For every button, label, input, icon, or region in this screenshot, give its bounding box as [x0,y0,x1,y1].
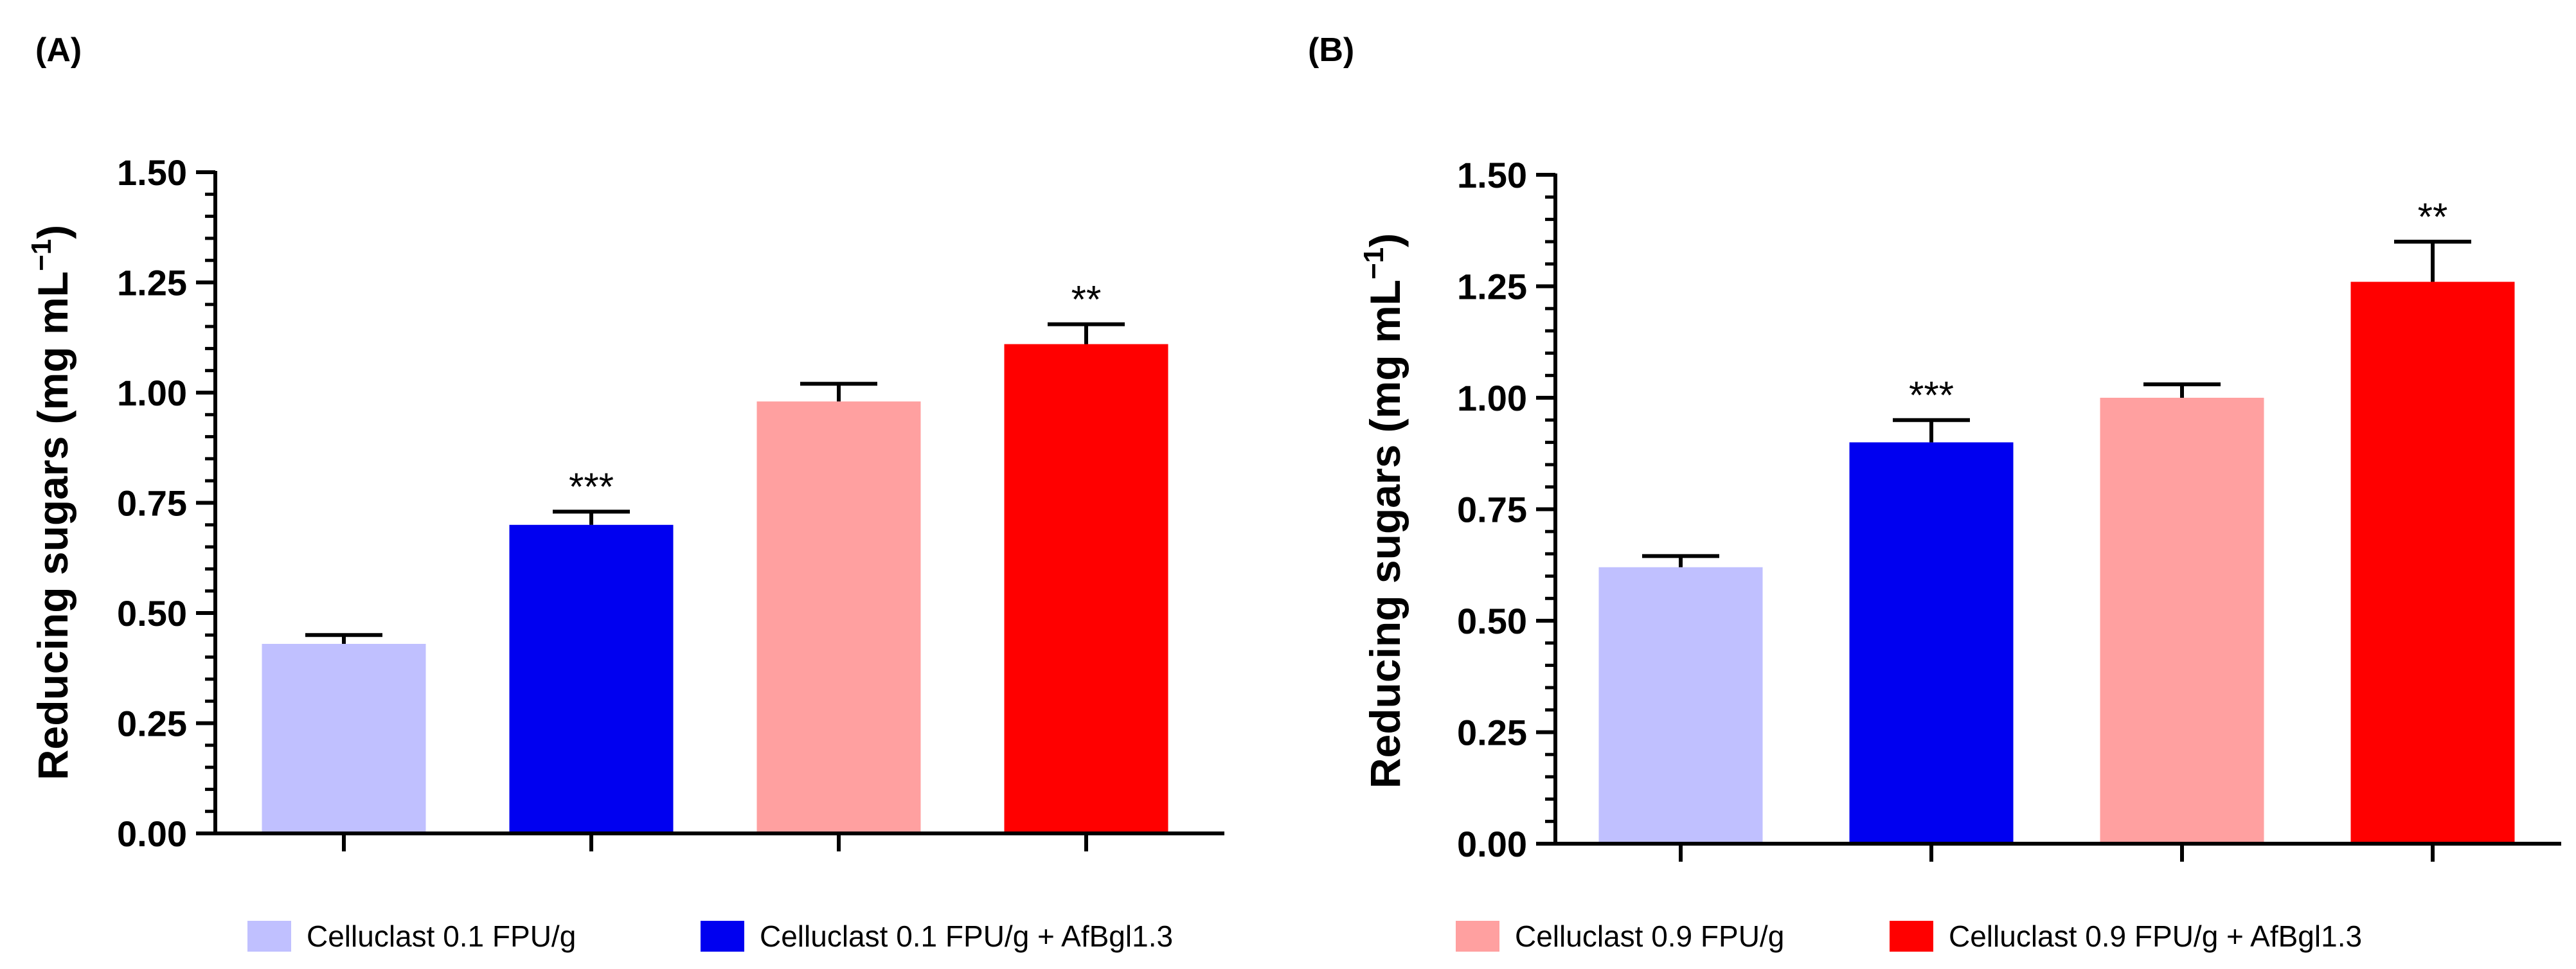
y-axis-title-superscript: −1 [1358,247,1390,280]
significance-label: ** [1071,278,1102,321]
y-axis-title: Reducing sugars (mg mL−1) [1358,233,1409,788]
panel-a: (A) Reducing sugars (mg mL−1) 0.00 0.25 0.50… [26,31,1224,854]
bar [2100,398,2264,842]
legend: Celluclast 0.1 FPU/g Celluclast 0.1 FPU/g… [247,920,2362,953]
y-tick-label: 0.25 [117,704,187,744]
y-tick-label: 1.25 [1457,267,1527,307]
y-axis-title-close: ) [29,225,76,239]
panel-label: (B) [1308,31,1354,69]
bar [1598,567,1763,842]
y-axis-title-close: ) [1361,233,1409,247]
y-tick-label: 0.75 [1457,490,1527,530]
legend-swatch [701,921,744,952]
legend-swatch [247,921,291,952]
y-axis-title-text: Reducing sugars (mg mL [29,271,76,780]
y-tick-label: 1.00 [1457,378,1527,418]
bar [262,644,426,831]
panel-label: (A) [35,31,82,69]
y-tick-label: 0.75 [117,483,187,524]
significance-label: ** [2418,195,2448,238]
y-tick-label: 0.50 [1457,601,1527,641]
panel-b: (B) Reducing sugars (mg mL−1) 0.00 0.25 0.50… [1308,31,2561,864]
bar [509,524,674,831]
legend-label: Celluclast 0.9 FPU/g + AfBgl1.3 [1949,920,2362,953]
legend-swatch [1890,921,1933,952]
y-tick-label: 1.50 [117,152,187,193]
legend-label: Celluclast 0.9 FPU/g [1515,920,1784,953]
y-tick-label: 0.25 [1457,713,1527,753]
bar [1004,344,1168,831]
y-axis-title: Reducing sugars (mg mL−1) [26,225,76,780]
y-axis-title-superscript: −1 [26,239,57,271]
y-tick-label: 1.25 [117,263,187,303]
bar [2350,281,2515,842]
significance-label: *** [569,465,614,508]
legend-swatch [1456,921,1499,952]
y-tick-label: 1.00 [117,373,187,413]
y-tick-label: 0.00 [1457,824,1527,864]
bar [756,401,921,831]
legend-label: Celluclast 0.1 FPU/g + AfBgl1.3 [760,920,1173,953]
y-tick-label: 0.50 [117,593,187,634]
y-tick-label: 1.50 [1457,155,1527,195]
significance-label: *** [1909,374,1954,417]
bar [1849,442,2014,842]
y-axis-title-text: Reducing sugars (mg mL [1361,280,1409,788]
legend-label: Celluclast 0.1 FPU/g [307,920,576,953]
y-tick-label: 0.00 [117,813,187,854]
